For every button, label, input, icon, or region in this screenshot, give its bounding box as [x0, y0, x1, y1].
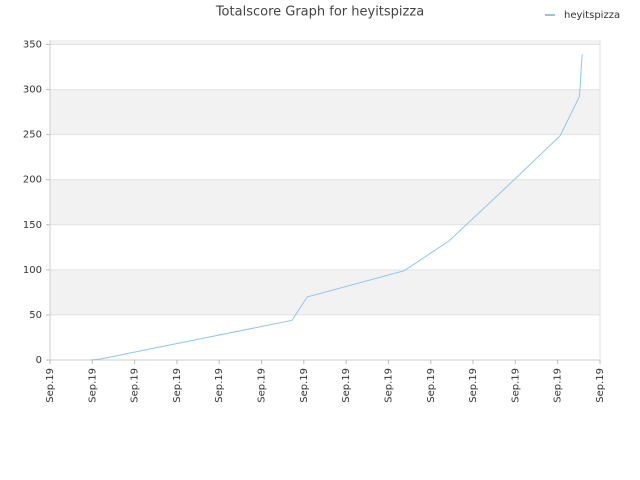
y-tick-label: 200 — [23, 175, 42, 186]
x-tick-label: Sep.19 — [45, 368, 56, 403]
x-tick-label: Sep.19 — [426, 368, 437, 403]
legend-label: heyitspizza — [564, 10, 620, 21]
plot-background — [50, 40, 600, 360]
grid-band — [50, 224, 600, 270]
x-tick-label: Sep.19 — [468, 368, 479, 403]
data-line — [90, 54, 583, 361]
x-tick-label: Sep.19 — [595, 368, 606, 403]
grid-band — [50, 314, 600, 360]
y-tick-label: 250 — [23, 130, 42, 141]
x-tick-label: Sep.19 — [341, 368, 352, 403]
x-tick-label: Sep.19 — [383, 368, 394, 403]
x-tick-label: Sep.19 — [553, 368, 564, 403]
y-tick-label: 100 — [23, 265, 42, 276]
grid-band — [50, 44, 600, 90]
x-tick-label: Sep.19 — [172, 368, 183, 403]
x-tick-label: Sep.19 — [510, 368, 521, 403]
x-tick-label: Sep.19 — [257, 368, 268, 403]
y-tick-label: 0 — [36, 355, 42, 366]
y-tick-label: 350 — [23, 40, 42, 51]
y-tick-label: 50 — [29, 310, 42, 321]
x-tick-label: Sep.19 — [130, 368, 141, 403]
y-tick-label: 300 — [23, 85, 42, 96]
x-tick-label: Sep.19 — [87, 368, 98, 403]
x-tick-label: Sep.19 — [299, 368, 310, 403]
grid-band — [50, 134, 600, 180]
chart-title: Totalscore Graph for heyitspizza — [215, 5, 424, 20]
y-tick-label: 150 — [23, 220, 42, 231]
x-tick-label: Sep.19 — [214, 368, 225, 403]
